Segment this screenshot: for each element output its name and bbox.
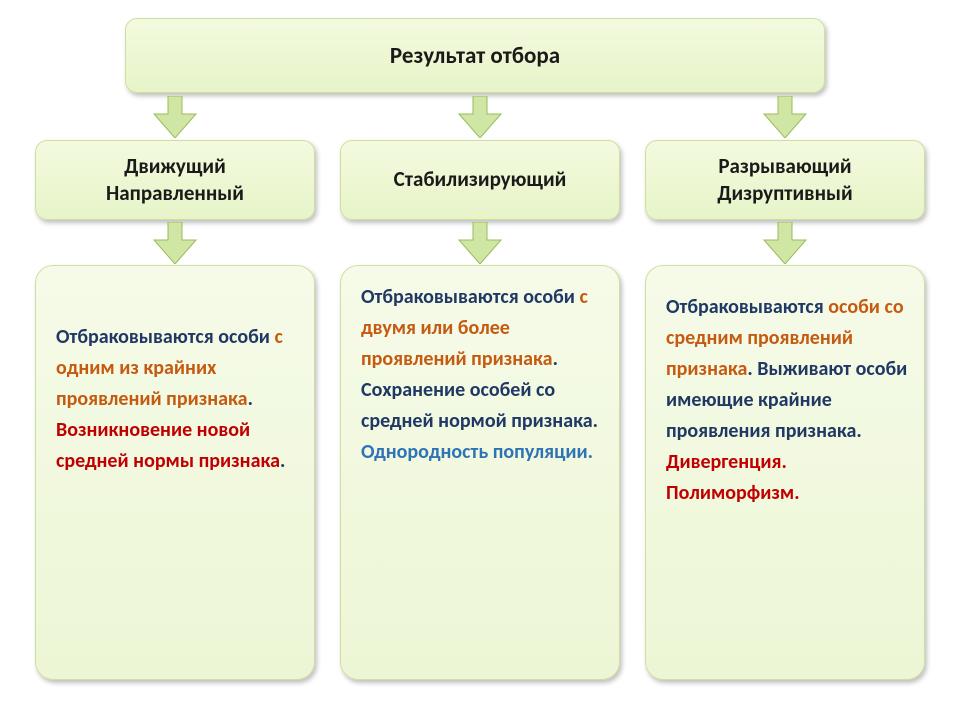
category-1-line2: Направленный [106, 180, 244, 207]
description-2-text: Отбраковываются особи с двумя или более … [341, 266, 619, 484]
category-2-line1: Стабилизирующий [394, 166, 567, 193]
arrow-cat-to-desc-2 [455, 222, 505, 264]
arrow-title-to-cat-3 [760, 96, 810, 138]
description-box-3: Отбраковываются особи со средним проявле… [645, 265, 925, 680]
description-1-text: Отбраковываются особи с одним из крайних… [36, 266, 314, 493]
arrow-cat-to-desc-3 [760, 222, 810, 264]
title-text: Результат отбора [390, 42, 560, 70]
arrow-title-to-cat-2 [455, 96, 505, 138]
arrow-cat-to-desc-1 [150, 222, 200, 264]
description-box-1: Отбраковываются особи с одним из крайних… [35, 265, 315, 680]
title-box: Результат отбора [125, 18, 825, 93]
category-box-1: Движущий Направленный [35, 140, 315, 220]
category-3-line2: Дизруптивный [717, 180, 852, 207]
category-1-line1: Движущий [106, 153, 244, 180]
category-box-3: Разрывающий Дизруптивный [645, 140, 925, 220]
description-3-text: Отбраковываются особи со средним проявле… [646, 266, 924, 525]
arrow-title-to-cat-1 [150, 96, 200, 138]
category-box-2: Стабилизирующий [340, 140, 620, 220]
category-3-line1: Разрывающий [717, 153, 852, 180]
description-box-2: Отбраковываются особи с двумя или более … [340, 265, 620, 680]
